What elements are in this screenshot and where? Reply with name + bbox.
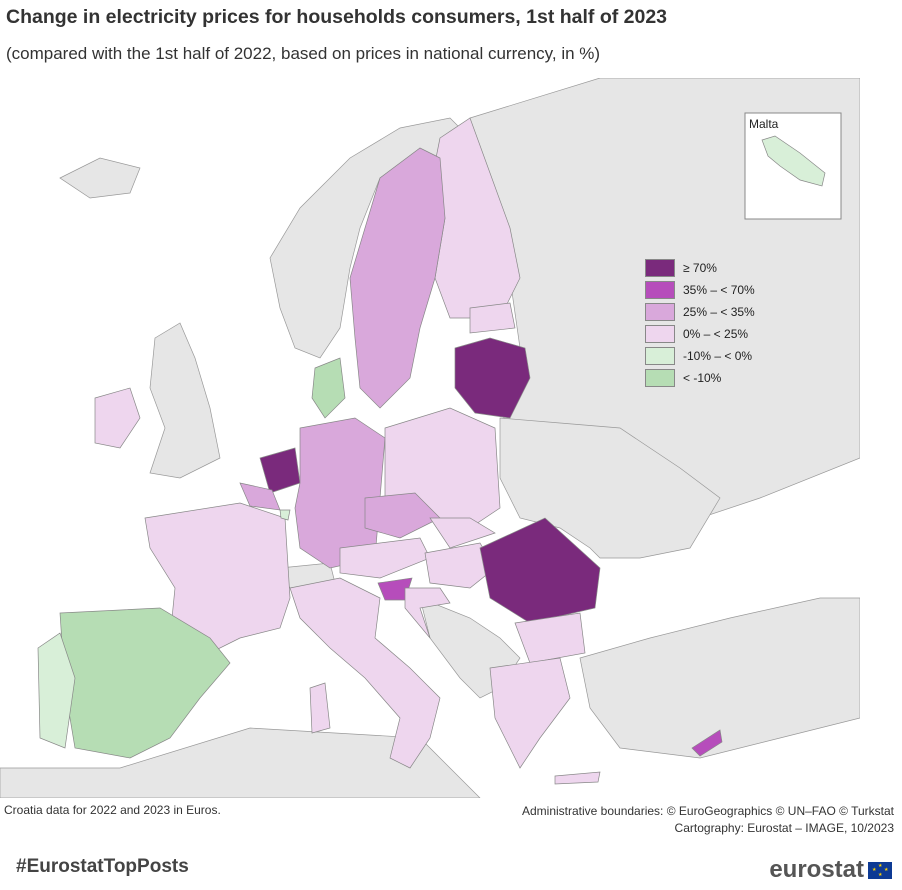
legend-swatch <box>645 347 675 365</box>
legend-swatch <box>645 259 675 277</box>
uk-region <box>149 322 221 479</box>
europe-map: Malta <box>0 78 860 798</box>
legend-item: 25% – < 35% <box>645 302 755 322</box>
italy-shape <box>289 577 441 769</box>
legend-label: -10% – < 0% <box>683 349 753 363</box>
legend-swatch <box>645 325 675 343</box>
hungary-shape <box>424 542 496 589</box>
source-note: Administrative boundaries: © EuroGeograp… <box>522 803 894 837</box>
eu-flag-icon: ★ ★ ★ ★ <box>868 862 892 879</box>
ukraine-region <box>499 417 721 559</box>
france-shape <box>144 502 291 659</box>
denmark-shape <box>311 357 346 419</box>
legend-label: 0% – < 25% <box>683 327 749 341</box>
legend-item: 0% – < 25% <box>645 324 755 344</box>
legend-swatch <box>645 303 675 321</box>
czechia-shape <box>364 492 441 539</box>
estonia-shape <box>469 302 516 334</box>
malta-shape <box>761 135 826 187</box>
legend-item: 35% – < 70% <box>645 280 755 300</box>
legend-label: 35% – < 70% <box>683 283 755 297</box>
luxembourg-shape <box>279 509 291 521</box>
legend-item: ≥ 70% <box>645 258 755 278</box>
sweden-shape <box>349 147 446 409</box>
cyprus-shape <box>691 729 723 757</box>
croatia-shape <box>404 587 451 639</box>
legend-item: < -10% <box>645 368 755 388</box>
cartography-credit: Cartography: Eurostat – IMAGE, 10/2023 <box>674 821 894 835</box>
eurostat-logo: eurostat <box>769 856 864 883</box>
boundaries-credit: Administrative boundaries: © EuroGeograp… <box>521 804 894 818</box>
chart-subtitle: (compared with the 1st half of 2022, bas… <box>6 44 601 63</box>
legend-label: 25% – < 35% <box>683 305 755 319</box>
portugal-shape <box>37 632 76 749</box>
spain-shape <box>59 607 231 759</box>
turkey-region <box>579 597 860 759</box>
sardinia-shape <box>309 682 331 734</box>
iceland-region <box>59 157 141 199</box>
greece-shape <box>489 657 571 769</box>
romania-shape <box>479 517 601 624</box>
legend-item: -10% – < 0% <box>645 346 755 366</box>
chart-title: Change in electricity prices for househo… <box>6 6 668 28</box>
ireland-shape <box>94 387 141 449</box>
legend-swatch <box>645 281 675 299</box>
croatia-note: Croatia data for 2022 and 2023 in Euros. <box>4 803 221 817</box>
hashtag: #EurostatTopPosts <box>16 856 189 877</box>
bulgaria-shape <box>514 612 586 664</box>
legend-label: ≥ 70% <box>683 261 717 275</box>
legend-swatch <box>645 369 675 387</box>
malta-inset-label: Malta <box>749 117 779 131</box>
legend-label: < -10% <box>683 371 722 385</box>
legend: ≥ 70% 35% – < 70% 25% – < 35% 0% – < 25%… <box>645 258 755 390</box>
latvia-lithuania-shape <box>454 337 531 419</box>
austria-shape <box>339 537 431 579</box>
slovakia-shape <box>429 517 496 549</box>
crete-shape <box>554 771 601 785</box>
